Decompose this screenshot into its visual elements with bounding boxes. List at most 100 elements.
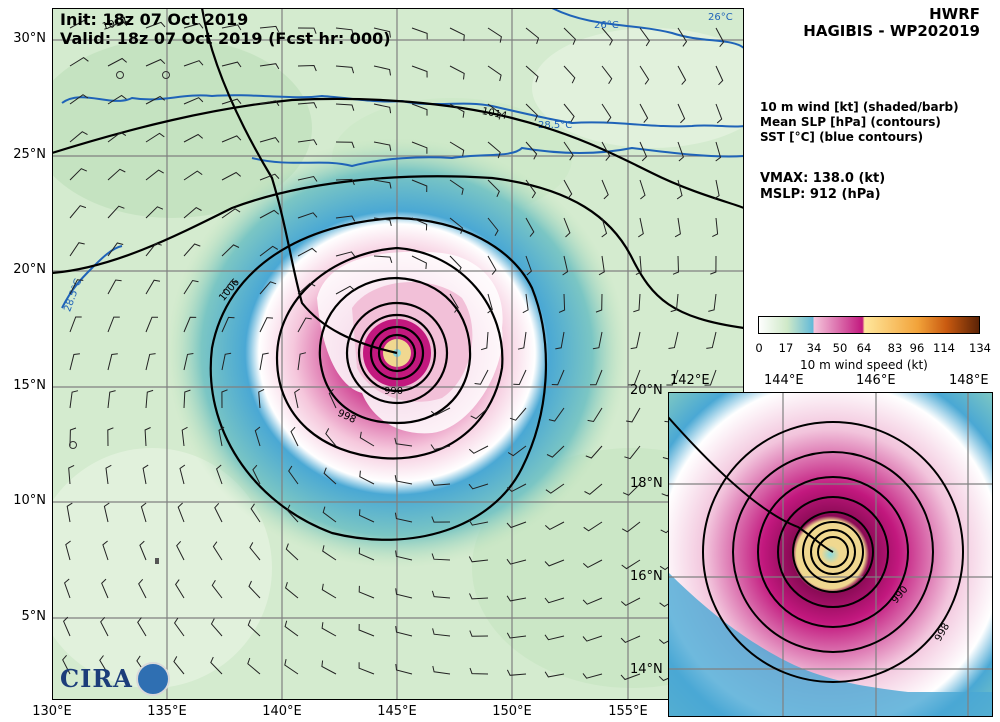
wind-barb [63, 616, 71, 637]
wind-barb [395, 550, 413, 561]
wind-barb [710, 255, 717, 275]
wind-barb [394, 437, 413, 447]
wind-barb [285, 543, 299, 561]
colorbar-tick: 134 [969, 341, 991, 355]
vmax-value: VMAX: 138.0 (kt) [760, 171, 886, 186]
wind-barb [525, 255, 532, 276]
wind-barb [335, 103, 355, 111]
wind-barb [99, 655, 109, 675]
wind-barb [394, 512, 413, 523]
wind-barb [138, 578, 147, 599]
wind-barb [145, 95, 166, 105]
wind-barb [468, 556, 489, 563]
wind-barb [584, 483, 603, 495]
wind-barb [525, 65, 539, 83]
sst-label-top: 26°C [594, 20, 619, 31]
wind-barb [506, 595, 527, 602]
valid-time: Valid: 18z 07 Oct 2019 (Fcst hr: 000) [60, 29, 391, 48]
wind-barb [395, 626, 413, 637]
wind-barb [259, 173, 280, 181]
wind-barb [249, 542, 261, 561]
wind-barb [563, 141, 574, 161]
wind-barb [674, 217, 681, 238]
wind-barb [247, 657, 261, 675]
wind-barb [358, 623, 375, 637]
wind-barb [179, 464, 186, 485]
wind-barb [704, 369, 717, 386]
colorbar-tick: 114 [933, 341, 955, 355]
wind-barb [563, 27, 576, 45]
wind-barb [517, 331, 527, 350]
wind-barb [183, 243, 201, 257]
wind-barb [672, 255, 680, 275]
wind-barb [626, 407, 641, 423]
wind-barb [145, 169, 164, 181]
wind-barb [107, 427, 114, 447]
wind-barb [469, 630, 489, 637]
wind-barb [69, 427, 77, 447]
wind-barb [513, 369, 527, 386]
lat-label: 10°N [13, 493, 46, 508]
wind-barb [411, 65, 428, 78]
wind-barb [373, 255, 393, 263]
wind-barb [555, 331, 565, 350]
wind-barb [259, 63, 280, 70]
wind-barb [431, 553, 451, 561]
wind-barb [107, 57, 128, 67]
wind-barb [358, 662, 375, 675]
wind-barb [487, 103, 502, 120]
slp-label-1014: 1014 [481, 106, 508, 122]
wind-barb [411, 27, 428, 40]
wind-barb [69, 56, 89, 67]
wind-barb [221, 24, 242, 31]
wind-barb [506, 558, 527, 565]
wind-barb [335, 178, 355, 186]
wind-barb [65, 540, 71, 561]
wind-barb [183, 353, 194, 371]
wind-barb [107, 20, 128, 29]
wind-barb [449, 179, 464, 195]
wind-barb [670, 293, 679, 313]
wind-barb [100, 616, 109, 637]
wind-barb [221, 61, 242, 68]
wind-barb [210, 618, 223, 637]
lon-label: 145°E [377, 704, 417, 719]
wind-barb [183, 279, 199, 295]
wind-barb [66, 502, 73, 523]
wind-barb [430, 479, 451, 486]
main-map: 26°C 26°C 28.5°C 28.5°C 1014 1006 998 99… [52, 8, 744, 700]
wind-barb [284, 620, 299, 637]
wind-barb [254, 426, 261, 447]
wind-barb [544, 634, 565, 641]
wind-barb [525, 103, 538, 121]
wind-barb [432, 665, 451, 675]
wind-barb [411, 179, 428, 193]
wind-barb [64, 578, 71, 599]
inset-lon-label: 146°E [856, 373, 896, 388]
lat-label: 20°N [13, 262, 46, 277]
wind-barb [103, 502, 110, 523]
wind-barb [544, 671, 565, 678]
wind-barb [322, 545, 337, 561]
wind-barb [449, 141, 465, 157]
wind-barb [297, 282, 316, 295]
wind-barb [335, 285, 355, 295]
wind-barb [62, 654, 71, 675]
wind-barb [630, 331, 641, 350]
wind-barb [563, 65, 576, 84]
wind-barb [221, 389, 228, 409]
lat-label: 15°N [13, 378, 46, 393]
wind-barb [290, 426, 299, 447]
wind-barb [677, 27, 688, 47]
wind-barb [259, 281, 277, 295]
wind-barb [411, 103, 428, 116]
wind-barb [221, 98, 242, 105]
wind-barb [668, 331, 679, 349]
wind-barb [69, 131, 88, 143]
wind-barb [595, 293, 603, 313]
wind-barb [373, 141, 392, 151]
sst-label-topright: 26°C [708, 12, 733, 23]
wind-barb [587, 407, 603, 423]
model-name: HWRF [929, 5, 980, 23]
wind-barb [297, 64, 317, 72]
